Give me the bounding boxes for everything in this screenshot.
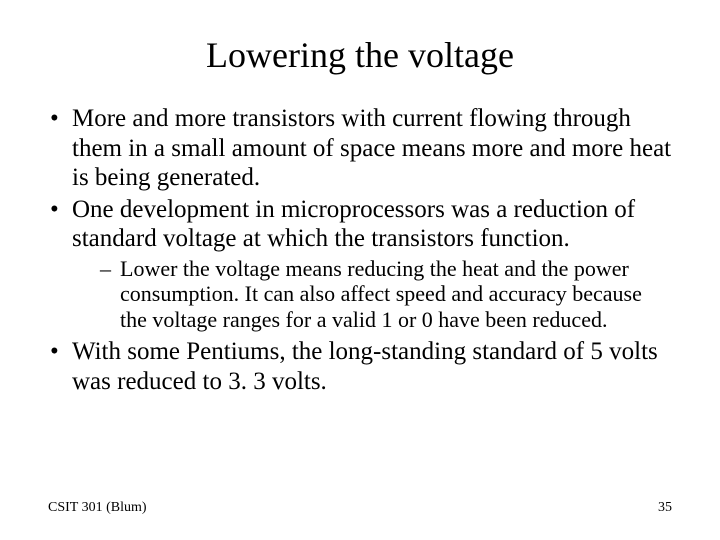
footer-left: CSIT 301 (Blum) <box>48 500 147 516</box>
sub-bullet-text: Lower the voltage means reducing the hea… <box>120 256 642 333</box>
slide: Lowering the voltage More and more trans… <box>0 0 720 540</box>
sub-bullet-item: Lower the voltage means reducing the hea… <box>100 256 672 334</box>
sub-bullet-list: Lower the voltage means reducing the hea… <box>72 256 672 334</box>
bullet-text: With some Pentiums, the long-standing st… <box>72 338 658 395</box>
bullet-item: More and more transistors with current f… <box>48 104 672 193</box>
bullet-item: With some Pentiums, the long-standing st… <box>48 337 672 396</box>
bullet-item: One development in microprocessors was a… <box>48 195 672 334</box>
bullet-list: More and more transistors with current f… <box>48 104 672 396</box>
bullet-text: More and more transistors with current f… <box>72 105 671 191</box>
slide-title: Lowering the voltage <box>48 34 672 76</box>
slide-number: 35 <box>658 500 672 516</box>
bullet-text: One development in microprocessors was a… <box>72 196 635 253</box>
